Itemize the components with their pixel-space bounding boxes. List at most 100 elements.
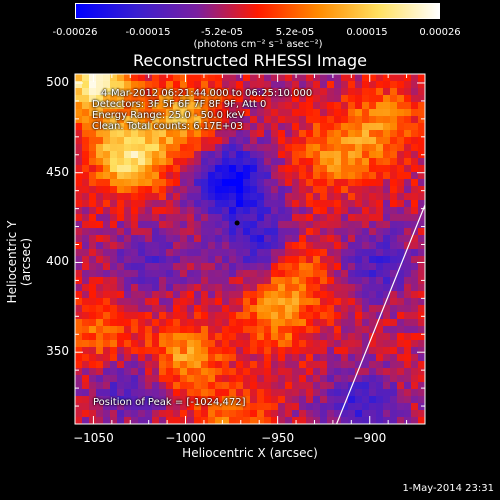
heatmap-cell [131, 228, 139, 236]
heatmap-cell [243, 347, 251, 355]
heatmap-cell [124, 354, 132, 362]
heatmap-cell [369, 312, 377, 320]
heatmap-cell [236, 242, 244, 250]
heatmap-cell [96, 186, 104, 194]
heatmap-cell [369, 333, 377, 341]
heatmap-cell [285, 312, 293, 320]
heatmap-cell [390, 396, 398, 404]
heatmap-cell [208, 95, 216, 103]
heatmap-cell [334, 389, 342, 397]
heatmap-cell [334, 305, 342, 313]
heatmap-cell [243, 144, 251, 152]
heatmap-cell [152, 347, 160, 355]
heatmap-cell [369, 270, 377, 278]
heatmap-cell [334, 151, 342, 159]
heatmap-cell [222, 144, 230, 152]
heatmap-cell [383, 326, 391, 334]
heatmap-cell [264, 305, 272, 313]
heatmap-cell [278, 74, 286, 82]
heatmap-cell [334, 137, 342, 145]
heatmap-cell [159, 291, 167, 299]
heatmap-cell [201, 284, 209, 292]
x-tick-label: −900 [353, 431, 387, 445]
heatmap-cell [89, 263, 97, 271]
heatmap-cell [229, 81, 237, 89]
heatmap-cell [362, 81, 370, 89]
heatmap-cell [271, 291, 279, 299]
heatmap-cell [341, 333, 349, 341]
heatmap-cell [327, 242, 335, 250]
heatmap-cell [124, 242, 132, 250]
heatmap-cell [229, 340, 237, 348]
heatmap-cell [362, 396, 370, 404]
heatmap-cell [250, 312, 258, 320]
heatmap-cell [131, 172, 139, 180]
heatmap-cell [411, 102, 419, 110]
heatmap-cell [278, 382, 286, 390]
heatmap-cell [180, 410, 188, 418]
heatmap-cell [285, 361, 293, 369]
heatmap-cell [411, 347, 419, 355]
heatmap-cell [404, 165, 412, 173]
heatmap-cell [173, 74, 181, 82]
heatmap-cell [271, 249, 279, 257]
heatmap-cell [152, 102, 160, 110]
heatmap-cell [278, 109, 286, 117]
heatmap-cell [320, 116, 328, 124]
heatmap-cell [243, 270, 251, 278]
heatmap-cell [390, 305, 398, 313]
heatmap-cell [264, 389, 272, 397]
heatmap-cell [355, 368, 363, 376]
heatmap-cell [187, 165, 195, 173]
heatmap-cell [390, 375, 398, 383]
heatmap-cell [180, 312, 188, 320]
heatmap-cell [201, 319, 209, 327]
heatmap-cell [383, 228, 391, 236]
heatmap-cell [96, 81, 104, 89]
heatmap-cell [180, 116, 188, 124]
heatmap-cell [250, 88, 258, 96]
heatmap-cell [229, 270, 237, 278]
heatmap-cell [313, 81, 321, 89]
heatmap-cell [376, 123, 384, 131]
heatmap-cell [397, 158, 405, 166]
heatmap-cell [152, 151, 160, 159]
heatmap-cell [299, 312, 307, 320]
heatmap-cell [320, 375, 328, 383]
heatmap-cell [89, 74, 97, 82]
heatmap-cell [264, 375, 272, 383]
heatmap-cell [334, 193, 342, 201]
heatmap-cell [306, 123, 314, 131]
heatmap-cell [292, 144, 300, 152]
heatmap-cell [404, 270, 412, 278]
heatmap-cell [117, 403, 125, 411]
heatmap-cell [285, 389, 293, 397]
heatmap-cell [194, 319, 202, 327]
heatmap-cell [278, 207, 286, 215]
heatmap-cell [82, 228, 90, 236]
heatmap-cell [404, 235, 412, 243]
heatmap-cell [229, 221, 237, 229]
heatmap-cell [334, 228, 342, 236]
heatmap-cell [292, 277, 300, 285]
heatmap-cell [236, 403, 244, 411]
heatmap-cell [313, 319, 321, 327]
heatmap-cell [215, 200, 223, 208]
heatmap-cell [75, 291, 83, 299]
heatmap-cell [278, 88, 286, 96]
heatmap-cell [390, 312, 398, 320]
heatmap-cell [383, 172, 391, 180]
heatmap-cell [222, 228, 230, 236]
heatmap-cell [110, 144, 118, 152]
heatmap-cell [257, 228, 265, 236]
heatmap-cell [208, 417, 216, 425]
heatmap-cell [145, 172, 153, 180]
heatmap-cell [194, 137, 202, 145]
heatmap-cell [152, 298, 160, 306]
heatmap-cell [327, 389, 335, 397]
heatmap-cell [187, 228, 195, 236]
heatmap-cell [222, 368, 230, 376]
heatmap-cell [138, 130, 146, 138]
heatmap-cell [355, 193, 363, 201]
heatmap-cell [124, 417, 132, 425]
